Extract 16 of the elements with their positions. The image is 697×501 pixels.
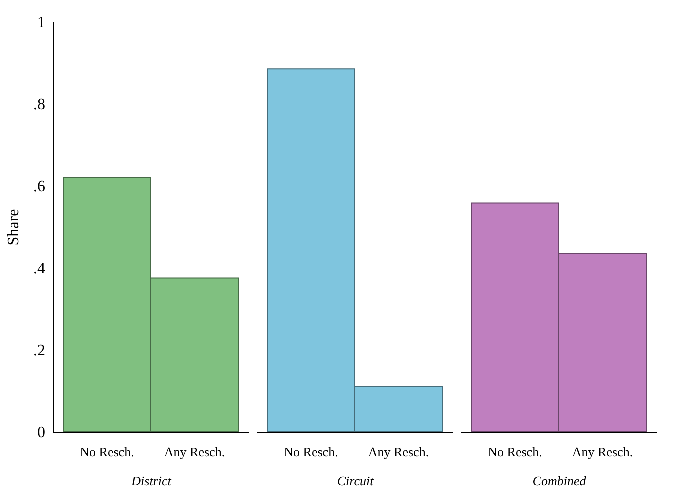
- y-tick-label: .6: [34, 178, 46, 196]
- y-tick-label: 0: [38, 424, 46, 442]
- x-tick-label: Any Resch.: [164, 444, 226, 460]
- x-tick-label: No Resch.: [284, 444, 338, 460]
- x-tick-label: No Resch.: [488, 444, 542, 460]
- x-tick-label: Any Resch.: [572, 444, 634, 460]
- y-tick-label: 1: [38, 14, 46, 32]
- x-tick-label: No Resch.: [80, 444, 134, 460]
- x-tick-label: Any Resch.: [368, 444, 430, 460]
- x-axis-title: Circuit: [337, 474, 374, 488]
- y-tick-label: .8: [34, 96, 46, 114]
- x-axis-title: Combined: [532, 474, 587, 488]
- x-axis-title: District: [130, 474, 172, 488]
- y-tick-label: .2: [34, 342, 46, 360]
- y-axis-title: Share: [6, 209, 22, 246]
- y-tick-label: .4: [34, 260, 46, 278]
